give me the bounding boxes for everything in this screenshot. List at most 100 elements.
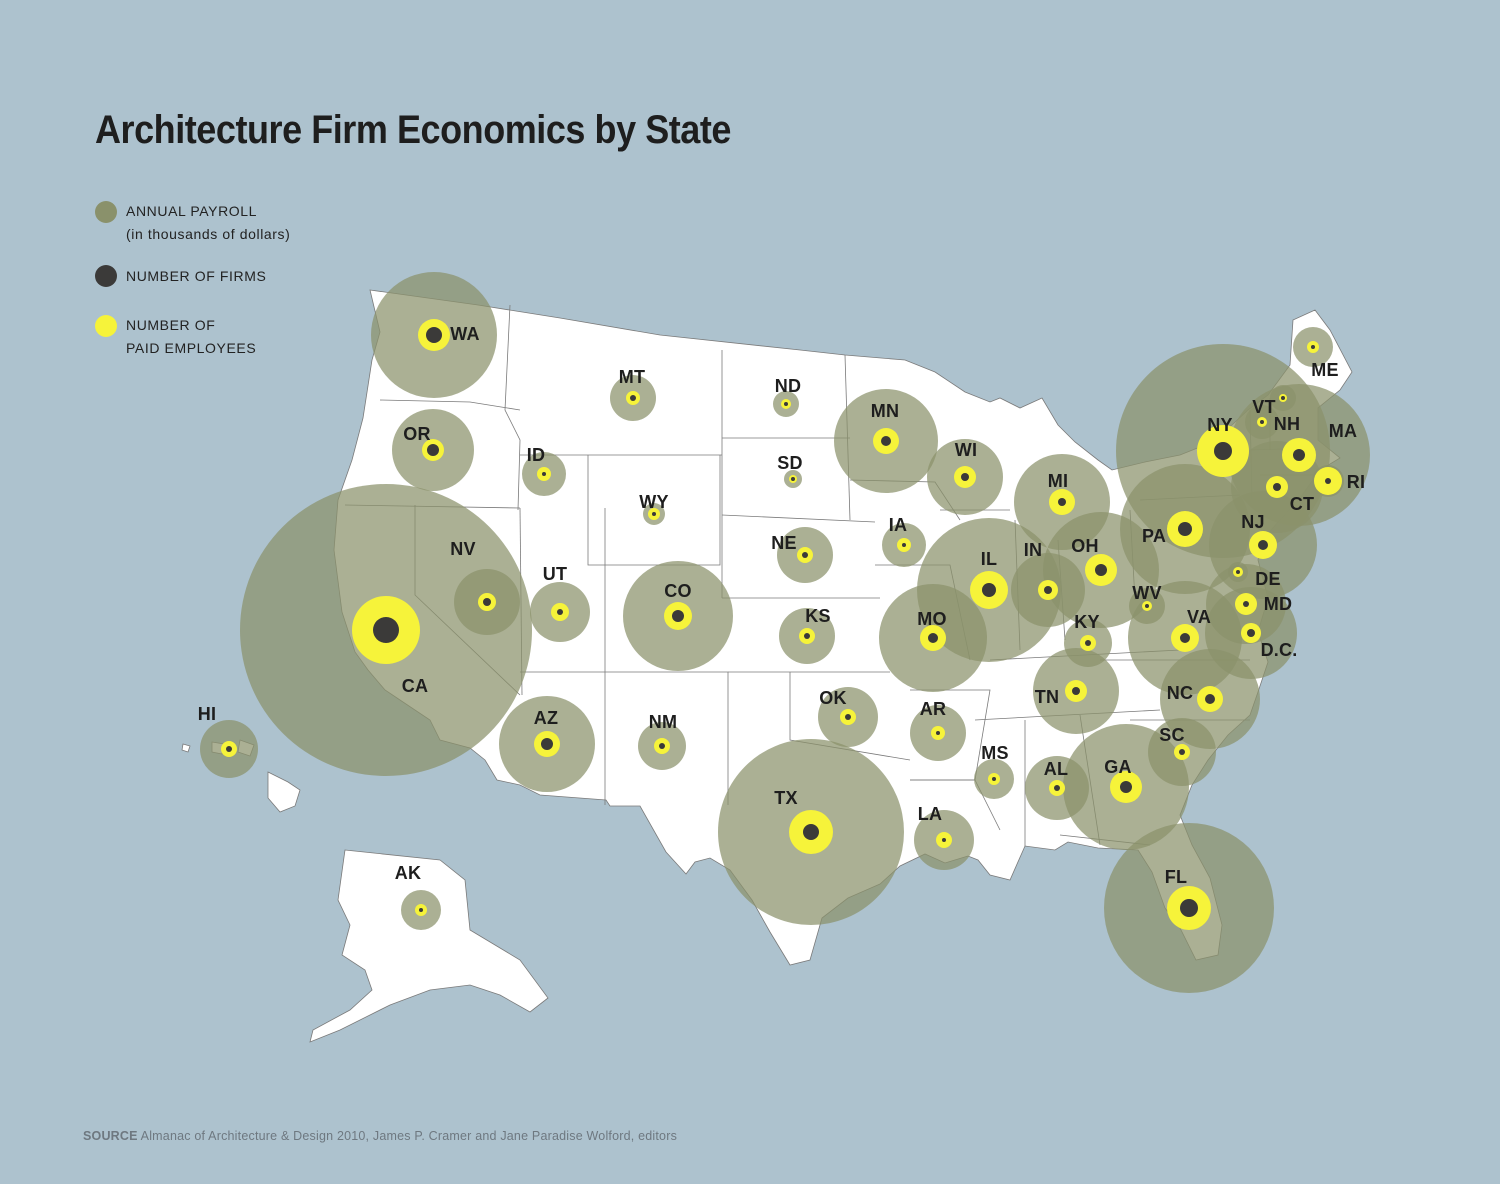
firms-dot-vt [1260, 420, 1264, 424]
state-label-nc: NC [1167, 683, 1193, 703]
border-ok-tx [789, 672, 911, 761]
state-marker-wi [954, 466, 976, 488]
firms-dot-me [1311, 345, 1315, 349]
firms-dot-nv [483, 598, 491, 606]
bubble-layer [200, 272, 1370, 993]
state-label-sc: SC [1159, 725, 1184, 745]
firms-dot-sc [1179, 749, 1185, 755]
state-label-wv: WV [1132, 583, 1161, 603]
state-marker-ky [1080, 635, 1096, 651]
firms-dot-ga [1120, 781, 1132, 793]
firms-dot-al [1054, 785, 1060, 791]
state-label-al: AL [1044, 759, 1068, 779]
border-wa-or [379, 399, 521, 411]
firms-dot-dc [1247, 629, 1255, 637]
state-label-ks: KS [805, 606, 830, 626]
firms-dot-ia [902, 543, 906, 547]
state-marker-ms [988, 773, 1000, 785]
state-marker-va [1171, 624, 1199, 652]
state-marker-ar [931, 726, 945, 740]
legend-payroll-label: ANNUAL PAYROLL [126, 203, 258, 219]
state-marker-nv [478, 593, 496, 611]
state-marker-nc [1197, 686, 1223, 712]
firms-dot-in [1044, 586, 1052, 594]
firms-dot-il [982, 583, 996, 597]
state-marker-md [1235, 593, 1257, 615]
state-label-tx: TX [774, 788, 797, 808]
state-label-nh: NH [1274, 414, 1300, 434]
state-label-vt: VT [1252, 397, 1275, 417]
firms-dot-md [1243, 601, 1249, 607]
state-marker-wv [1142, 601, 1152, 611]
state-label-nj: NJ [1241, 512, 1264, 532]
state-marker-ga [1110, 771, 1142, 803]
firms-dot-ut [557, 609, 563, 615]
firms-dot-ca [373, 617, 399, 643]
firms-dot-fl [1180, 899, 1198, 917]
state-marker-in [1038, 580, 1058, 600]
state-marker-oh [1085, 554, 1117, 586]
firms-dot-wi [961, 473, 969, 481]
state-marker-ma [1282, 438, 1316, 472]
firms-dot-ky [1085, 640, 1091, 646]
firms-swatch-icon [95, 265, 117, 287]
state-marker-ny [1197, 425, 1249, 477]
state-marker-ca [352, 596, 420, 664]
state-label-nd: ND [775, 376, 801, 396]
state-label-oh: OH [1071, 536, 1098, 556]
firms-dot-ms [992, 777, 996, 781]
state-label-ca: CA [402, 676, 428, 696]
alaska-shape [309, 849, 549, 1043]
state-label-sd: SD [777, 453, 802, 473]
state-label-ar: AR [920, 699, 946, 719]
state-marker-nd [781, 399, 791, 409]
state-marker-tx [789, 810, 833, 854]
state-marker-sd [789, 475, 797, 483]
state-label-mi: MI [1048, 471, 1068, 491]
state-label-ga: GA [1104, 757, 1131, 777]
state-label-tn: TN [1035, 687, 1059, 707]
state-label-nm: NM [649, 712, 677, 732]
state-label-va: VA [1187, 607, 1211, 627]
firms-dot-nj [1258, 540, 1268, 550]
state-label-ut: UT [543, 564, 567, 584]
border-sd-ne [721, 514, 876, 523]
state-label-ct: CT [1290, 494, 1314, 514]
legend-firms-label: NUMBER OF FIRMS [126, 268, 267, 284]
state-label-mn: MN [871, 401, 899, 421]
state-marker-nj [1249, 531, 1277, 559]
firms-dot-tn [1072, 687, 1080, 695]
state-label-ma: MA [1329, 421, 1357, 441]
state-label-me: ME [1311, 360, 1338, 380]
firms-dot-co [672, 610, 684, 622]
firms-dot-tx [803, 824, 819, 840]
firms-dot-wy [652, 512, 656, 516]
firms-dot-pa [1178, 522, 1192, 536]
firms-dot-ok [845, 714, 851, 720]
state-marker-co [664, 602, 692, 630]
firms-dot-la [942, 838, 946, 842]
firms-dot-mo [928, 633, 938, 643]
state-marker-mn [873, 428, 899, 454]
state-marker-ks [799, 628, 815, 644]
firms-dot-ks [804, 633, 810, 639]
state-label-wa: WA [450, 324, 479, 344]
state-marker-wa [418, 319, 450, 351]
map-title: Architecture Firm Economics by State [95, 108, 731, 152]
source-note: SOURCE Almanac of Architecture & Design … [83, 1129, 677, 1143]
hawaii-big-island-shape [267, 771, 301, 813]
state-marker-hi [221, 741, 237, 757]
state-marker-tn [1065, 680, 1087, 702]
firms-dot-wv [1145, 604, 1149, 608]
state-marker-nh [1279, 394, 1287, 402]
state-marker-or [422, 439, 444, 461]
state-label-la: LA [918, 804, 942, 824]
state-marker-nm [654, 738, 670, 754]
firms-dot-oh [1095, 564, 1107, 576]
state-marker-ne [797, 547, 813, 563]
firms-dot-mn [881, 436, 891, 446]
state-marker-la [936, 832, 952, 848]
state-label-ri: RI [1347, 472, 1365, 492]
state-marker-mi [1049, 489, 1075, 515]
